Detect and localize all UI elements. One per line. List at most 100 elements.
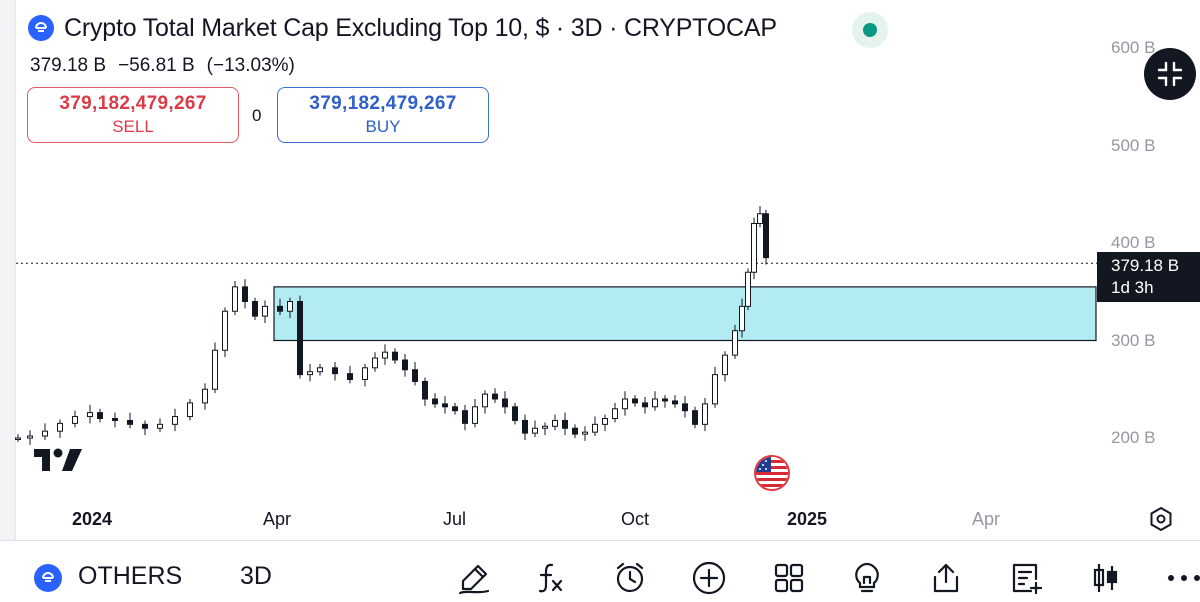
price-change-percent: (−13.03%): [206, 55, 295, 76]
price-scale-label: 400 B: [1111, 233, 1156, 252]
price-scale-label: 500 B: [1111, 136, 1156, 155]
market-status-indicator[interactable]: [852, 12, 888, 48]
candle: [672, 400, 678, 405]
buy-price: 379,182,479,267: [309, 93, 457, 114]
collapse-icon: [1157, 61, 1183, 87]
chart-type-icon: [1093, 564, 1118, 592]
sell-label: SELL: [112, 117, 154, 136]
watchlist-add-icon: [1012, 563, 1043, 595]
candle: [751, 223, 757, 273]
alert-icon: [616, 562, 644, 593]
candle: [682, 403, 688, 412]
candle: [332, 367, 338, 375]
scale-settings-icon[interactable]: [1148, 506, 1174, 532]
candle: [142, 423, 148, 429]
candle: [287, 301, 293, 312]
candle: [27, 435, 33, 439]
time-axis-label: Apr: [972, 509, 1001, 529]
candle: [652, 398, 658, 408]
candle: [522, 419, 528, 434]
chart-type-button[interactable]: [1086, 558, 1126, 598]
collapse-fullscreen-button[interactable]: [1144, 48, 1196, 100]
bar-countdown: 1d 3h: [1111, 278, 1154, 297]
candle: [362, 367, 368, 380]
candle: [172, 416, 178, 425]
sell-button[interactable]: 379,182,479,267 SELL: [27, 87, 239, 143]
candle: [202, 388, 208, 404]
time-axis-label: 2024: [72, 509, 113, 529]
sell-price: 379,182,479,267: [59, 93, 207, 114]
candle: [212, 349, 218, 390]
bottom-divider: [0, 540, 1200, 541]
chart-title[interactable]: Crypto Total Market Cap Excluding Top 10…: [64, 13, 777, 42]
candle: [382, 351, 388, 359]
candle: [222, 310, 228, 351]
candle: [347, 373, 353, 380]
candle: [452, 406, 458, 412]
layouts-button[interactable]: [769, 558, 809, 598]
price-chart[interactable]: [0, 0, 1200, 540]
buy-button[interactable]: 379,182,479,267 BUY: [277, 87, 489, 143]
candle: [442, 403, 448, 408]
more-icon: [1168, 575, 1200, 581]
crypto-logo-icon: [28, 15, 54, 41]
candle: [72, 416, 78, 424]
share-button[interactable]: [926, 558, 966, 598]
candle: [112, 418, 118, 421]
candle: [612, 408, 618, 419]
candle: [502, 398, 508, 408]
drawing-tools-button[interactable]: [454, 558, 494, 598]
candle: [422, 380, 428, 400]
ideas-icon: [855, 562, 879, 593]
candle: [412, 369, 418, 382]
candle: [242, 286, 248, 302]
candle: [572, 427, 578, 435]
left-edge-panel: [0, 0, 16, 540]
alerts-button[interactable]: [610, 558, 650, 598]
tradingview-logo-icon: [34, 448, 82, 471]
ideas-button[interactable]: [847, 558, 887, 598]
candle: [432, 398, 438, 405]
current-price-value: 379.18 B: [1111, 256, 1180, 275]
symbol-search-button[interactable]: OTHERS: [78, 562, 183, 590]
candle: [307, 371, 313, 376]
time-axis-label: Jul: [443, 509, 467, 529]
watchlist-add-button[interactable]: [1006, 558, 1046, 598]
candle: [702, 403, 708, 425]
candle: [127, 419, 133, 425]
candle: [602, 418, 608, 425]
candle: [372, 357, 378, 369]
candle: [277, 305, 283, 312]
candle: [492, 393, 498, 400]
time-axis-label: 2025: [787, 509, 828, 529]
indicators-icon: [538, 563, 563, 593]
candle: [712, 374, 718, 405]
candle: [392, 351, 398, 361]
us-event-flag-icon[interactable]: [754, 455, 790, 491]
interval-button[interactable]: 3D: [240, 562, 272, 590]
indicators-button[interactable]: [530, 558, 570, 598]
candle: [317, 367, 323, 373]
price-change: −56.81 B: [118, 55, 195, 76]
candle: [512, 406, 518, 421]
candle: [622, 398, 628, 410]
candle: [662, 398, 668, 402]
candle: [472, 406, 478, 424]
symbol-logo-icon[interactable]: [34, 564, 62, 592]
candle: [739, 305, 745, 332]
candle: [232, 286, 238, 312]
candle: [187, 402, 193, 418]
price-scale-label: 300 B: [1111, 331, 1156, 350]
candle: [15, 437, 21, 440]
highlight-zone[interactable]: [273, 286, 1097, 342]
add-button[interactable]: [689, 558, 729, 598]
time-axis-label: Oct: [621, 509, 650, 529]
candle: [582, 431, 588, 435]
time-axis-label: Apr: [263, 509, 292, 529]
more-button[interactable]: [1164, 558, 1200, 598]
candle: [562, 419, 568, 429]
drawing-icon: [458, 564, 490, 595]
candle: [632, 398, 638, 404]
candle: [42, 430, 48, 437]
add-icon: [692, 561, 726, 595]
